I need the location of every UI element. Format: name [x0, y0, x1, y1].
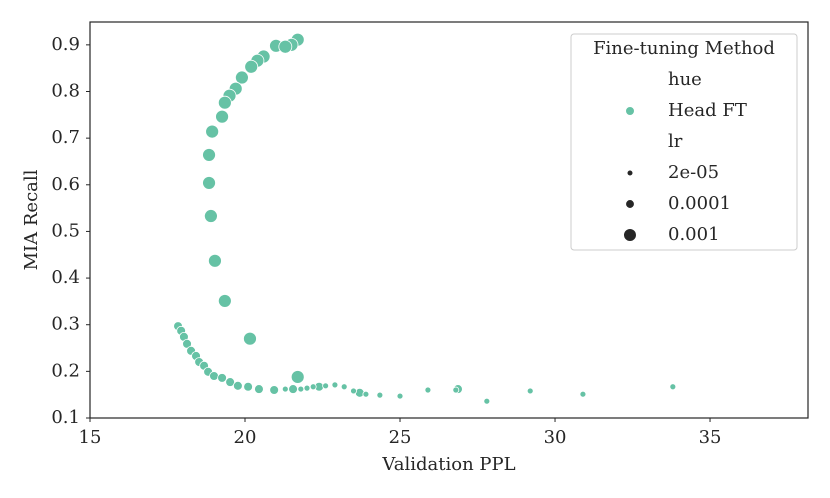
legend-header: hue	[668, 69, 702, 90]
y-tick-label: 0.3	[51, 314, 80, 335]
legend-header: lr	[668, 131, 683, 152]
point	[233, 380, 243, 391]
point	[281, 385, 289, 393]
point	[243, 331, 257, 346]
point	[202, 148, 216, 162]
point	[424, 386, 432, 394]
point	[217, 373, 227, 383]
point	[483, 397, 491, 405]
point	[309, 383, 317, 391]
y-tick-label: 0.8	[51, 80, 80, 101]
point	[376, 391, 384, 399]
legend-size-marker	[623, 228, 637, 242]
point	[579, 390, 587, 398]
y-tick-label: 0.9	[51, 34, 80, 55]
point	[288, 384, 298, 394]
y-axis-label: MIA Recall	[21, 169, 42, 270]
point	[322, 382, 330, 390]
point	[290, 370, 305, 384]
x-tick-label: 30	[544, 427, 567, 448]
point	[217, 294, 232, 308]
point	[362, 390, 370, 398]
point	[396, 392, 404, 400]
point	[204, 209, 218, 223]
point	[215, 109, 229, 124]
point	[526, 387, 534, 395]
legend-label: 2e-05	[668, 162, 719, 183]
point	[340, 383, 348, 391]
point	[669, 383, 677, 391]
point	[269, 385, 279, 395]
point	[209, 371, 219, 381]
point	[278, 39, 293, 54]
point	[217, 95, 232, 110]
point	[235, 70, 249, 85]
legend-title: Fine-tuning Method	[593, 38, 775, 59]
point	[350, 387, 357, 395]
y-tick-label: 0.1	[51, 407, 80, 428]
x-tick-label: 25	[389, 427, 412, 448]
y-tick-label: 0.7	[51, 127, 80, 148]
y-tick-label: 0.4	[51, 267, 80, 288]
point	[243, 381, 253, 392]
point	[254, 384, 264, 394]
point	[205, 124, 220, 139]
point	[244, 59, 259, 74]
x-tick-label: 20	[234, 427, 257, 448]
point	[208, 253, 222, 268]
y-tick-label: 0.5	[51, 220, 80, 241]
y-tick-label: 0.6	[51, 174, 80, 195]
point	[303, 384, 311, 392]
x-tick-label: 35	[699, 427, 722, 448]
legend-size-marker	[626, 169, 634, 177]
x-axis-label: Validation PPL	[381, 454, 515, 475]
point	[452, 386, 460, 394]
point	[297, 385, 305, 393]
point	[331, 381, 339, 389]
legend-box	[570, 33, 798, 251]
legend-label: Head FT	[668, 100, 747, 121]
y-tick-label: 0.2	[51, 360, 80, 381]
point	[202, 176, 216, 190]
legend-size-marker	[625, 199, 635, 209]
legend-label: 0.001	[668, 224, 720, 245]
plot-frame	[89, 21, 809, 419]
legend-marker	[625, 106, 635, 116]
point	[225, 377, 235, 387]
legend-label: 0.0001	[668, 193, 731, 214]
x-tick-label: 15	[79, 427, 102, 448]
